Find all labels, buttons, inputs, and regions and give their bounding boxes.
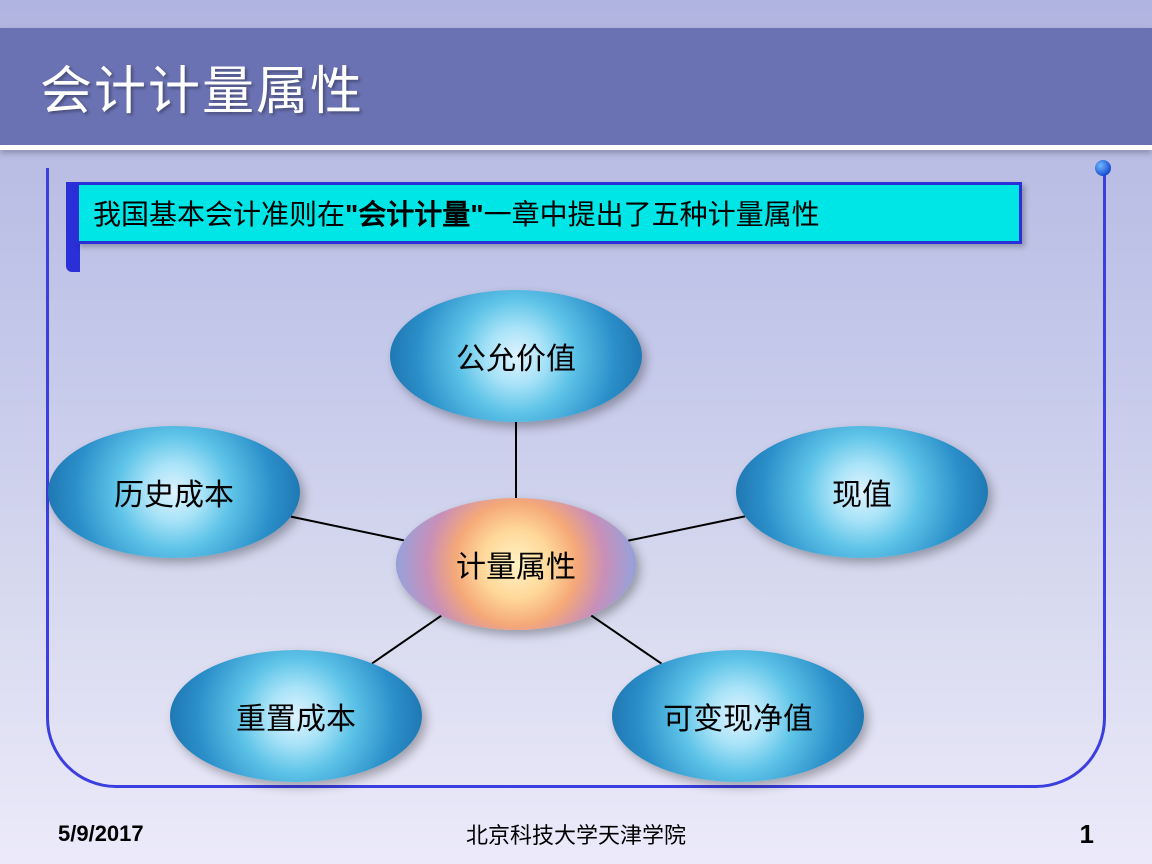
footer-page-number: 1 — [1080, 819, 1094, 850]
node-historical-label: 历史成本 — [114, 470, 234, 514]
node-nrv: 可变现净值 — [612, 650, 864, 782]
node-replacement-label: 重置成本 — [236, 694, 356, 738]
node-nrv-label: 可变现净值 — [663, 694, 813, 738]
node-center-label: 计量属性 — [456, 542, 576, 586]
node-fair_value-label: 公允价值 — [456, 334, 576, 378]
node-fair_value: 公允价值 — [390, 290, 642, 422]
footer: 5/9/2017 北京科技大学天津学院 1 — [0, 816, 1152, 852]
slide: 会计计量属性 我国基本会计准则在"会计计量"一章中提出了五种计量属性 公允价值现… — [0, 0, 1152, 864]
node-center: 计量属性 — [396, 498, 636, 630]
node-present_value: 现值 — [736, 426, 988, 558]
footer-organization: 北京科技大学天津学院 — [0, 818, 1152, 850]
node-historical: 历史成本 — [48, 426, 300, 558]
node-present_value-label: 现值 — [832, 470, 892, 514]
diagram-nodes-layer: 公允价值现值可变现净值 重置成本 历史成本计量属性 — [0, 0, 1152, 864]
node-replacement: 重置成本 — [170, 650, 422, 782]
